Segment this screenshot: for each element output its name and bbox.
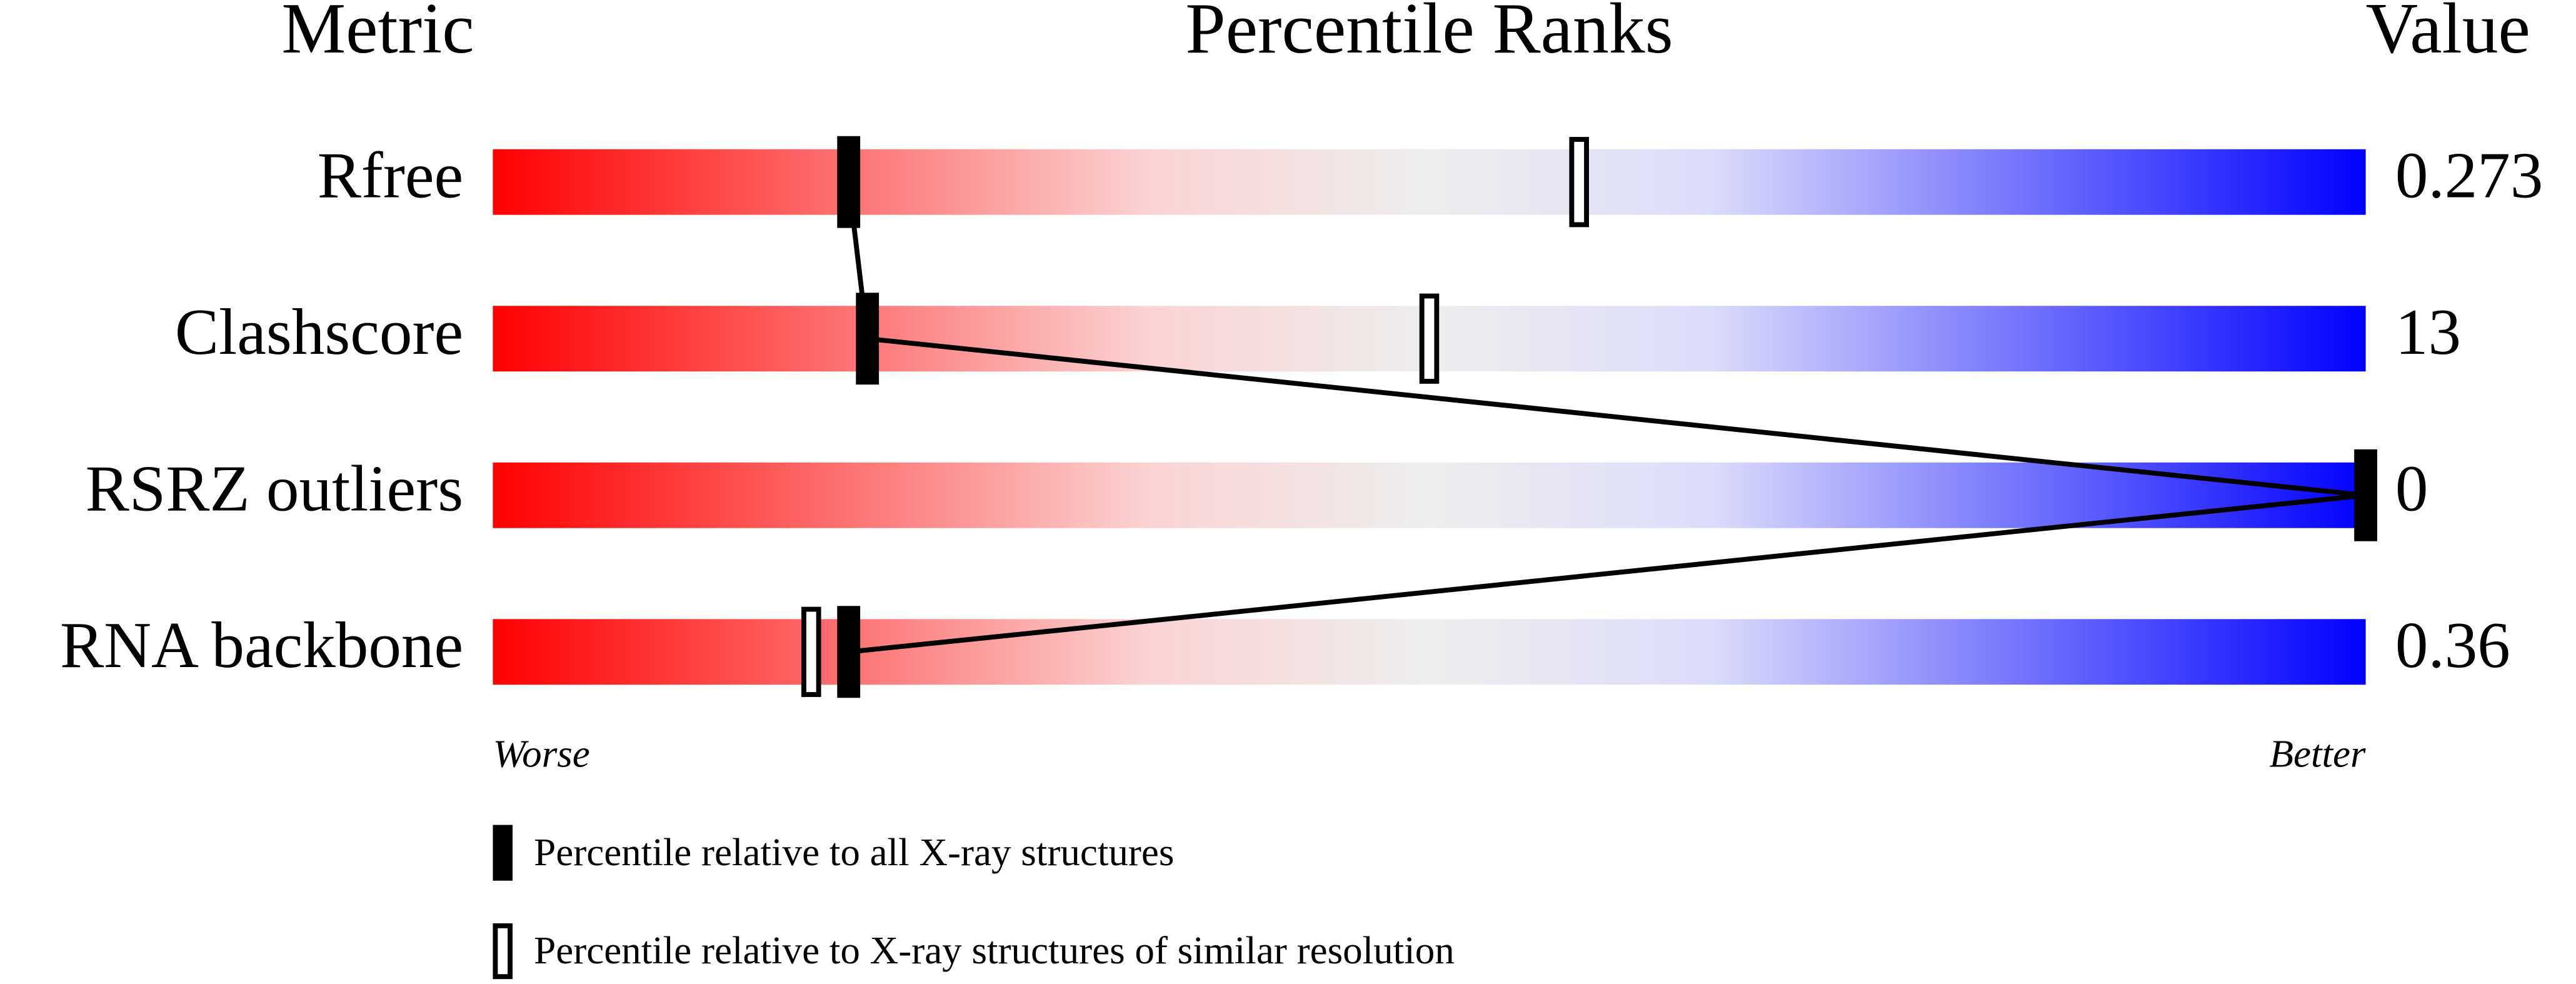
similar-percentile-marker <box>1569 137 1589 228</box>
percentile-connector <box>846 181 2367 655</box>
metric-label: RSRZ outliers <box>86 451 463 525</box>
all-percentile-marker <box>2354 449 2377 541</box>
worse-label: Worse <box>493 731 589 775</box>
metric-value: 13 <box>2395 295 2461 368</box>
percentile-bar <box>493 149 2366 215</box>
metric-value: 0.36 <box>2395 608 2510 681</box>
all-percentile-marker <box>856 293 880 385</box>
chart-title: Percentile Ranks <box>1185 0 1673 68</box>
metric-value: 0 <box>2395 451 2428 525</box>
legend-entry: Percentile relative to X-ray structures … <box>534 928 1455 972</box>
metric-label: Rfree <box>318 138 463 211</box>
percentile-bar <box>493 462 2366 528</box>
legend-filled-swatch <box>493 825 513 881</box>
value-header: Value <box>2366 0 2530 68</box>
legend-open-swatch <box>493 923 513 980</box>
similar-percentile-marker <box>1419 293 1440 384</box>
percentile-bar <box>493 619 2366 685</box>
all-percentile-marker <box>837 606 861 698</box>
metric-header: Metric <box>281 0 474 68</box>
legend-entry: Percentile relative to all X-ray structu… <box>534 830 1174 874</box>
better-label: Better <box>2270 731 2367 775</box>
metric-label: Clashscore <box>175 295 463 368</box>
all-percentile-marker <box>837 136 861 228</box>
similar-percentile-marker <box>801 606 821 697</box>
metric-value: 0.273 <box>2395 138 2543 211</box>
metric-label: RNA backbone <box>60 608 463 681</box>
